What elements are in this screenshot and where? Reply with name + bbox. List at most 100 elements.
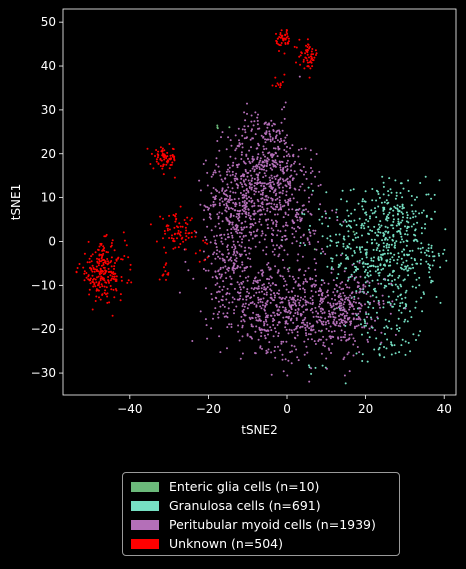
data-point [377, 282, 380, 285]
data-point [318, 329, 320, 332]
data-point [213, 251, 216, 254]
data-point [307, 338, 310, 341]
data-point [98, 253, 101, 256]
data-point [282, 167, 285, 169]
data-point [174, 246, 177, 249]
data-point [210, 192, 213, 195]
data-point [263, 182, 266, 185]
data-point [340, 288, 343, 291]
data-point [115, 278, 118, 281]
data-point [363, 291, 365, 294]
data-point [304, 301, 307, 304]
data-point [285, 29, 288, 31]
data-point [207, 269, 210, 272]
data-point [217, 300, 220, 303]
data-point [282, 259, 284, 261]
data-point [284, 166, 287, 168]
data-point [327, 282, 330, 285]
data-point [303, 213, 306, 216]
data-point [278, 321, 281, 323]
data-point [344, 382, 347, 385]
data-point [305, 303, 308, 306]
data-point [234, 175, 237, 178]
data-point [284, 358, 287, 361]
data-point [228, 223, 231, 226]
data-point [109, 279, 112, 282]
data-point [259, 279, 261, 282]
data-point [236, 265, 239, 267]
data-point [301, 255, 304, 258]
y-tick-label: 0 [48, 234, 56, 248]
data-point [109, 285, 112, 287]
data-point [296, 295, 299, 298]
data-point [304, 329, 307, 332]
data-point [304, 147, 307, 150]
data-point [271, 162, 274, 165]
data-point [127, 279, 130, 282]
data-point [240, 153, 243, 156]
data-point [387, 213, 390, 216]
data-point [310, 182, 313, 185]
data-point [205, 238, 208, 241]
data-point [281, 301, 284, 304]
data-point [237, 217, 240, 220]
data-point [296, 334, 299, 337]
data-point [359, 290, 362, 293]
data-point [221, 187, 224, 190]
data-point [285, 238, 288, 240]
data-point [311, 278, 314, 280]
data-point [277, 332, 280, 335]
data-point [226, 195, 229, 198]
data-point [208, 216, 211, 219]
data-point [423, 293, 425, 295]
data-point [311, 311, 314, 314]
data-point [256, 176, 259, 179]
x-axis-title: tSNE2 [241, 423, 278, 437]
data-point [247, 212, 250, 214]
data-point [218, 285, 221, 288]
data-point [302, 209, 305, 212]
data-point [287, 214, 290, 216]
data-point [219, 174, 222, 177]
data-point [302, 282, 305, 285]
data-point [233, 248, 236, 251]
data-point [352, 343, 355, 346]
data-point [281, 178, 284, 181]
data-point [221, 257, 224, 260]
data-point [241, 263, 244, 266]
data-point [222, 266, 225, 269]
data-point [435, 296, 438, 298]
data-point [366, 241, 369, 244]
data-point [384, 237, 387, 240]
data-point [291, 275, 294, 278]
data-point [414, 215, 417, 218]
data-point [413, 258, 416, 260]
data-point [184, 232, 187, 235]
data-point [388, 282, 390, 285]
data-point [218, 198, 221, 201]
data-point [113, 267, 115, 270]
data-point [220, 273, 223, 276]
data-point [159, 215, 162, 218]
data-point [346, 353, 349, 356]
data-point [183, 219, 186, 221]
data-point [359, 310, 362, 313]
data-point [283, 117, 286, 120]
data-point [327, 315, 330, 318]
y-tick-label: 20 [41, 147, 56, 161]
data-point [238, 204, 241, 207]
data-point [285, 169, 288, 172]
data-point [234, 224, 237, 227]
data-point [255, 167, 258, 170]
data-point [289, 296, 291, 299]
data-point [225, 298, 228, 301]
data-point [395, 191, 398, 194]
data-point [279, 182, 282, 185]
data-point [354, 236, 357, 239]
data-point [312, 229, 315, 232]
data-point [272, 324, 275, 326]
data-point [400, 235, 403, 238]
data-point [225, 148, 228, 151]
data-point [106, 263, 109, 266]
data-point [216, 126, 219, 129]
